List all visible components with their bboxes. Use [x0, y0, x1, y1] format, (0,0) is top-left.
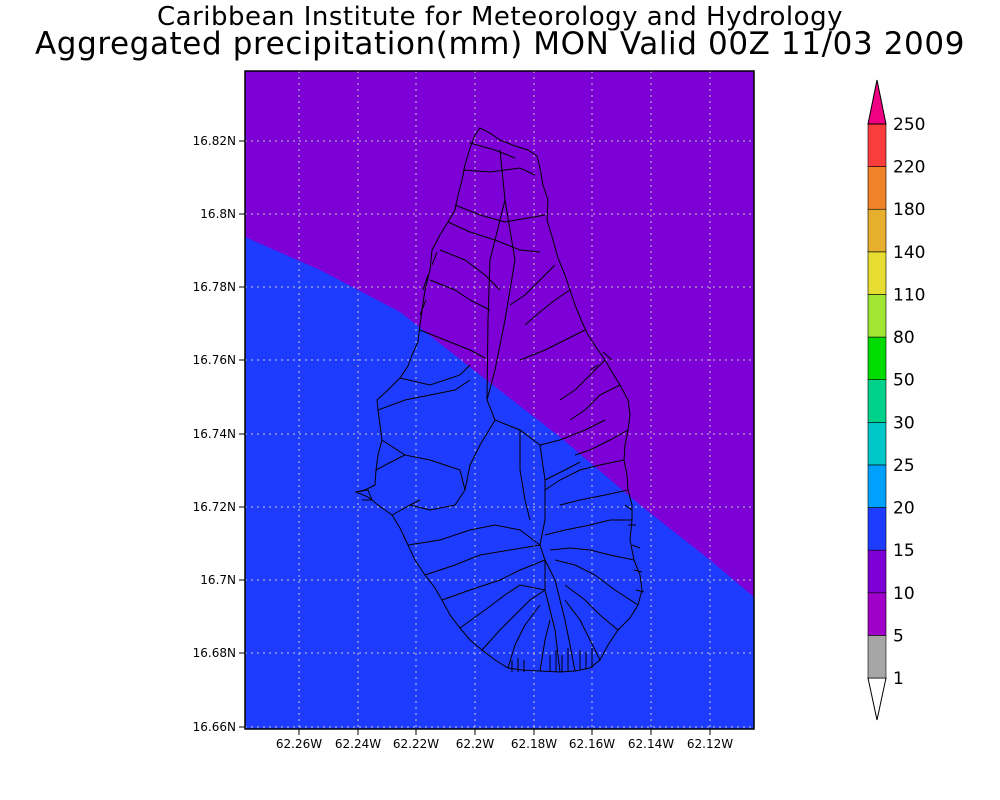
colorbar-level-label: 25 — [893, 456, 915, 476]
x-tick-label: 62.2W — [456, 737, 495, 751]
y-tick-label: 16.68N — [193, 646, 236, 660]
x-tick-label: 62.16W — [569, 737, 615, 751]
y-tick-label: 16.72N — [193, 500, 236, 514]
colorbar-segment — [867, 294, 887, 338]
colorbar-segment — [867, 464, 887, 508]
colorbar-segment — [867, 166, 887, 210]
colorbar-segment — [867, 592, 887, 636]
y-tick-label: 16.78N — [193, 280, 236, 294]
colorbar-segment — [867, 123, 887, 167]
colorbar-segment — [867, 336, 887, 380]
colorbar-segment — [867, 379, 887, 423]
colorbar-level-label: 250 — [893, 115, 925, 135]
chart-title: Caribbean Institute for Meteorology and … — [157, 2, 843, 32]
x-tick-label: 62.18W — [511, 737, 557, 751]
colorbar-level-label: 80 — [893, 328, 915, 348]
colorbar-level-label: 5 — [893, 626, 904, 646]
colorbar-level-label: 20 — [893, 499, 915, 519]
colorbar-level-label: 50 — [893, 371, 915, 391]
y-tick-label: 16.7N — [200, 573, 236, 587]
island-outline — [354, 127, 645, 673]
y-tick-label: 16.74N — [193, 427, 236, 441]
y-tick-label: 16.66N — [193, 720, 236, 734]
colorbar-segment — [867, 208, 887, 253]
colorbar-under-arrow — [867, 677, 887, 721]
x-tick-label: 62.24W — [335, 737, 381, 751]
x-tick-label: 62.14W — [628, 737, 674, 751]
chart-subtitle: Aggregated precipitation(mm) MON Valid 0… — [34, 26, 966, 62]
x-tick-label: 62.22W — [393, 737, 439, 751]
colorbar-level-label: 140 — [893, 243, 925, 263]
colorbar-segment — [867, 635, 887, 679]
x-tick-label: 62.26W — [276, 737, 322, 751]
colorbar-level-label: 1 — [893, 669, 904, 689]
colorbar-segment — [867, 422, 887, 466]
colorbar-segment — [867, 507, 887, 551]
colorbar-level-label: 10 — [893, 584, 915, 604]
y-axis: 16.82N 16.8N 16.78N 16.76N 16.74N 16.72N 16.7N… — [193, 134, 245, 734]
colorbar-segment — [867, 549, 887, 594]
colorbar-level-label: 110 — [893, 285, 925, 305]
colorbar-segment — [867, 251, 887, 295]
colorbar-over-arrow — [867, 79, 887, 125]
colorbar-level-label: 15 — [893, 541, 915, 561]
colorbar-level-label: 30 — [893, 413, 915, 433]
y-tick-label: 16.8N — [200, 207, 236, 221]
plot-frame — [244, 70, 755, 730]
x-tick-label: 62.12W — [687, 737, 733, 751]
colorbar-level-label: 180 — [893, 200, 925, 220]
y-tick-label: 16.82N — [193, 134, 236, 148]
x-axis: 62.26W 62.24W 62.22W 62.2W 62.18W 62.16W 62.14… — [276, 729, 733, 751]
y-tick-label: 16.76N — [193, 353, 236, 367]
colorbar-level-label: 220 — [893, 158, 925, 178]
map-gridlines — [245, 71, 754, 729]
